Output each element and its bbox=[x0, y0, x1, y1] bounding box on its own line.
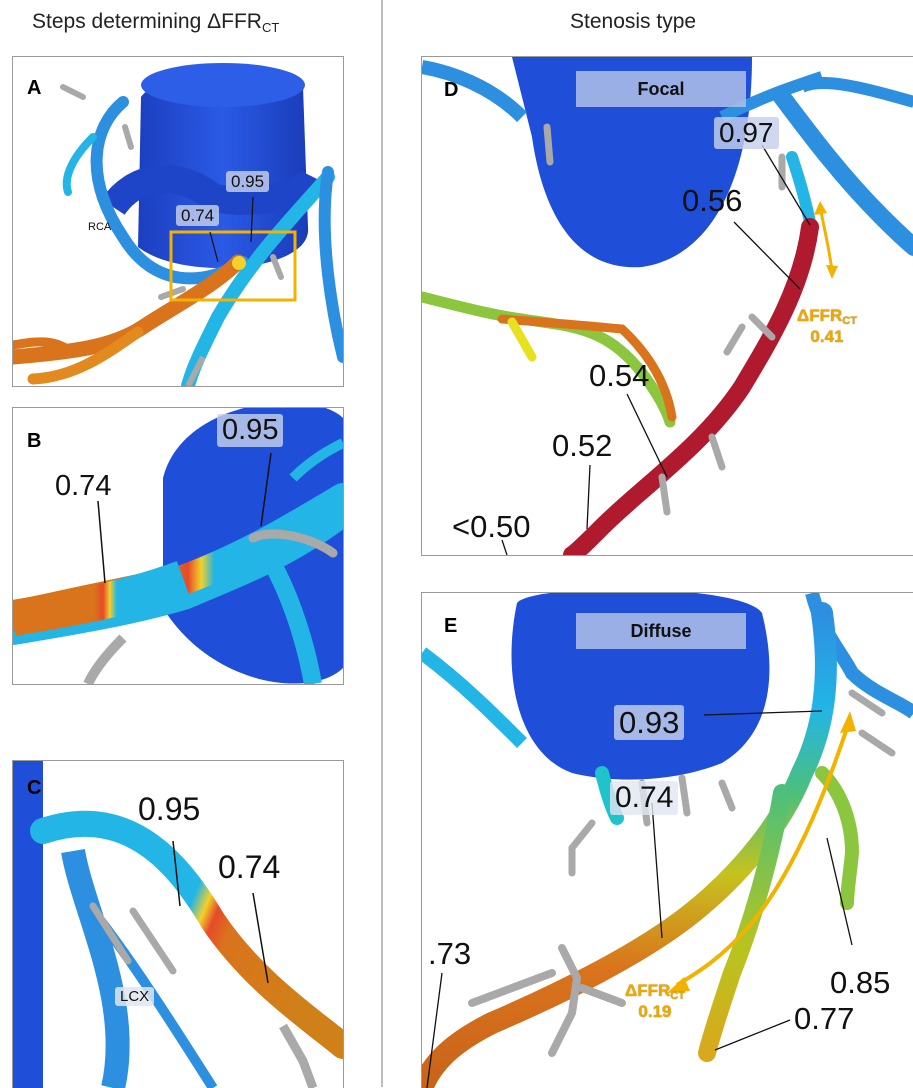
panel-c-value-074: 0.74 bbox=[218, 849, 281, 885]
zoom-rectangle bbox=[169, 230, 297, 302]
diffuse-vessel bbox=[422, 602, 837, 1088]
panel-e-value-073: .73 bbox=[428, 936, 472, 971]
panel-d-value-056: 0.56 bbox=[682, 183, 743, 218]
panel-b-value-074: 0.74 bbox=[55, 470, 112, 502]
panel-a-value-095: 0.95 bbox=[226, 171, 270, 192]
panel-c: C 0.95 0.74 LCX bbox=[12, 760, 344, 1088]
aorta-top bbox=[141, 63, 305, 107]
column-divider bbox=[381, 0, 383, 1087]
aorta-edge bbox=[13, 761, 43, 1088]
left-column-title: Steps determining ΔFFRCT bbox=[32, 10, 280, 35]
panel-a-value-074: 0.74 bbox=[176, 205, 220, 226]
panel-d-value-052: 0.52 bbox=[552, 428, 613, 463]
panel-b-letter: B bbox=[27, 430, 42, 452]
panel-b-value-095: 0.95 bbox=[217, 414, 284, 447]
panel-e-illustration bbox=[422, 593, 913, 1088]
panel-b-illustration bbox=[13, 408, 343, 684]
aorta-shape bbox=[512, 57, 752, 268]
lad-vessel bbox=[773, 88, 913, 256]
panel-a-rca-label: RCA bbox=[88, 221, 112, 233]
panel-d-dffr-label: ΔFFRCT 0.41 bbox=[797, 306, 857, 346]
panel-a-letter: A bbox=[27, 77, 42, 99]
panel-d-value-097: 0.97 bbox=[714, 117, 779, 149]
panel-e-value-074: 0.74 bbox=[610, 781, 679, 815]
panel-e-type-label: Diffuse bbox=[576, 613, 746, 649]
panel-e-value-093: 0.93 bbox=[614, 705, 685, 740]
diseased-branch bbox=[13, 254, 246, 365]
panel-d-value-054: 0.54 bbox=[589, 358, 650, 393]
panel-e-value-077: 0.77 bbox=[794, 1001, 855, 1036]
right-column-title: Stenosis type bbox=[570, 10, 697, 33]
panel-e-dffr-label: ΔFFRCT 0.19 bbox=[625, 981, 685, 1021]
rca-vessel bbox=[90, 96, 249, 285]
panel-c-letter: C bbox=[27, 777, 42, 799]
panel-c-illustration bbox=[13, 761, 343, 1088]
lad-vessel bbox=[181, 170, 335, 386]
lcx-vessel bbox=[30, 810, 343, 1059]
diseased-vessel bbox=[563, 218, 819, 555]
panel-c-lcx-label: LCX bbox=[115, 987, 155, 1006]
panel-b: B 0.74 0.95 bbox=[12, 407, 344, 685]
panel-c-value-095: 0.95 bbox=[138, 791, 201, 827]
panel-d-value-050: <0.50 bbox=[452, 509, 531, 544]
panel-e-letter: E bbox=[444, 615, 458, 637]
panel-e: E Diffuse 0.93 0.74 .73 0.85 0.77 ΔFFRCT… bbox=[421, 592, 913, 1088]
panel-d: D Focal 0.97 0.56 0.54 0.52 <0.50 ΔFFRCT… bbox=[421, 56, 913, 556]
panel-e-value-085: 0.85 bbox=[830, 965, 891, 1000]
panel-a: A 0.95 0.74 RCA bbox=[12, 56, 344, 387]
panel-d-letter: D bbox=[444, 79, 459, 101]
panel-d-type-label: Focal bbox=[576, 71, 746, 107]
panel-d-illustration bbox=[422, 57, 913, 555]
